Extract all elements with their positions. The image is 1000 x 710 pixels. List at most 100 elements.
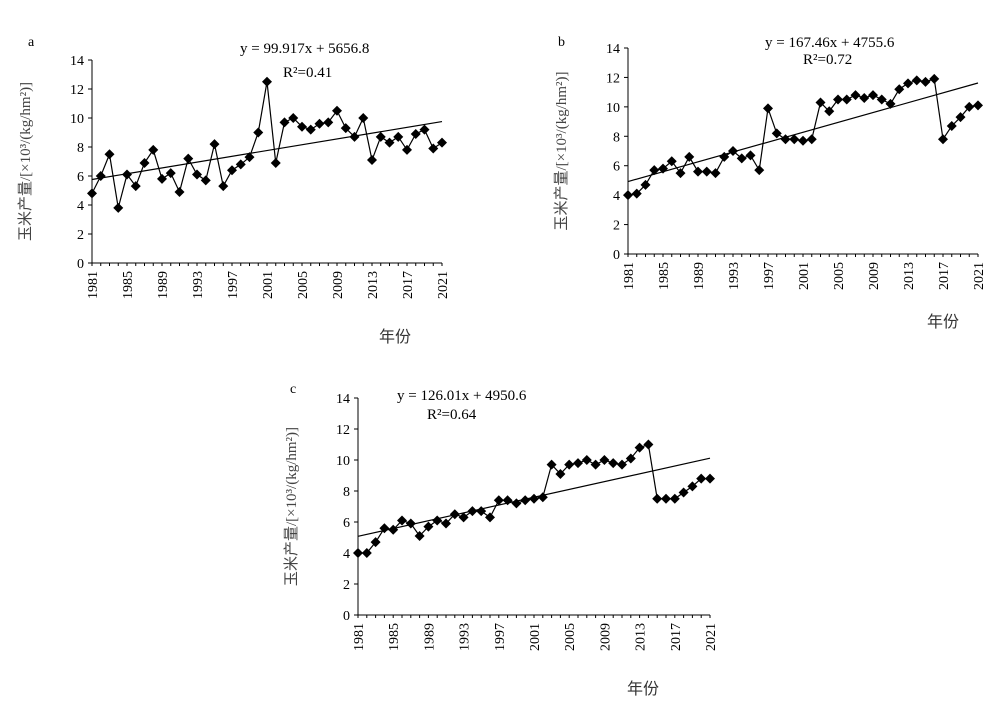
data-point — [423, 521, 434, 532]
data-point — [262, 76, 272, 87]
data-point — [130, 181, 141, 192]
x-axis-label: 年份 — [927, 313, 959, 331]
trend-line — [91, 120, 443, 181]
data-point — [148, 144, 159, 155]
y-tick-label: 10 — [336, 454, 350, 469]
trend-equation: y = 126.01x + 4950.6 — [397, 388, 527, 404]
data-point — [546, 459, 557, 470]
data-point — [666, 156, 677, 167]
x-tick-label: 2009 — [331, 271, 346, 299]
data-point — [693, 166, 703, 177]
data-point — [270, 157, 281, 168]
y-tick-label: 12 — [606, 71, 620, 86]
y-tick-label: 6 — [77, 170, 84, 185]
y-tick-label: 6 — [343, 516, 350, 531]
y-tick-label: 10 — [70, 112, 84, 127]
data-point — [467, 506, 478, 517]
data-point — [414, 530, 425, 541]
trend-equation: y = 167.46x + 4755.6 — [765, 35, 895, 51]
chart-panel-c: 0 2 4 6 8 10 12 14 1981 1985 1989 1993 1997 2001 2005 2… — [283, 382, 719, 698]
data-point — [157, 173, 167, 184]
data-point — [661, 493, 671, 504]
data-point — [358, 113, 369, 123]
data-point — [669, 493, 680, 504]
data-point — [314, 118, 325, 129]
y-tick-label: 2 — [343, 578, 350, 593]
data-point — [209, 139, 220, 150]
data-point — [876, 94, 887, 105]
data-point — [361, 548, 372, 558]
data-point — [432, 515, 443, 526]
data-point — [297, 121, 307, 132]
x-tick-label: 2021 — [972, 262, 987, 290]
data-point — [640, 179, 651, 190]
r-squared-label: R²=0.41 — [283, 65, 332, 81]
x-tick-label: 1989 — [692, 262, 707, 290]
data-point — [652, 493, 663, 504]
data-point — [675, 168, 686, 179]
data-point — [402, 144, 412, 155]
y-tick-label: 4 — [77, 199, 84, 214]
y-tick-label: 8 — [77, 141, 84, 156]
x-tick-label: 1997 — [762, 262, 777, 290]
x-tick-label: 1981 — [622, 262, 637, 290]
x-axis-label: 年份 — [379, 328, 411, 346]
data-point — [493, 495, 504, 506]
x-tick-label: 2017 — [937, 262, 952, 290]
x-tick-label: 2017 — [669, 623, 684, 651]
trend-equation: y = 99.917x + 5656.8 — [240, 41, 369, 57]
data-point — [122, 169, 132, 180]
data-point — [964, 101, 975, 112]
data-point — [353, 548, 363, 558]
data-point — [388, 524, 399, 535]
data-point — [684, 151, 695, 162]
data-point — [555, 468, 566, 479]
data-point — [833, 94, 843, 105]
data-point — [599, 455, 610, 465]
data-point — [658, 163, 668, 174]
y-tick-label: 2 — [613, 219, 620, 234]
x-tick-label: 2001 — [261, 271, 276, 299]
data-point — [511, 498, 522, 509]
data-point — [728, 146, 738, 156]
data-point — [332, 105, 342, 116]
data-point — [617, 459, 627, 470]
data-point — [476, 506, 487, 517]
data-point — [384, 137, 395, 148]
data-point — [379, 523, 390, 534]
x-tick-label: 2013 — [902, 262, 917, 290]
data-point — [441, 518, 451, 529]
y-tick-label: 14 — [606, 42, 620, 57]
data-point — [502, 495, 513, 506]
x-tick-label: 2005 — [832, 262, 847, 290]
y-tick-label: 0 — [613, 248, 620, 263]
x-tick-label: 1985 — [387, 623, 402, 651]
x-tick-label: 2009 — [598, 623, 613, 651]
y-tick-label: 10 — [606, 101, 620, 116]
data-point — [235, 159, 246, 170]
x-tick-label: 1993 — [191, 271, 206, 299]
data-point — [824, 106, 835, 117]
data-point — [165, 168, 176, 179]
y-tick-label: 0 — [343, 609, 350, 624]
y-tick-label: 4 — [343, 547, 350, 562]
data-point — [104, 149, 115, 160]
panel-label: a — [28, 35, 35, 50]
y-tick-label: 8 — [343, 485, 350, 500]
data-point — [192, 169, 202, 180]
y-tick-label: 12 — [336, 423, 350, 438]
x-tick-label: 2005 — [296, 271, 311, 299]
data-point — [736, 153, 747, 164]
y-tick-label: 14 — [336, 392, 350, 407]
data-point — [370, 537, 381, 548]
x-tick-label: 2001 — [528, 623, 543, 651]
x-tick-label: 2021 — [436, 271, 451, 299]
data-point — [375, 131, 386, 142]
x-tick-label: 1993 — [458, 623, 473, 651]
r-squared-label: R²=0.64 — [427, 407, 477, 423]
y-tick-label: 6 — [613, 160, 620, 175]
data-point — [710, 168, 721, 179]
x-tick-label: 2009 — [867, 262, 882, 290]
data-point — [405, 518, 416, 529]
data-point — [279, 117, 290, 128]
